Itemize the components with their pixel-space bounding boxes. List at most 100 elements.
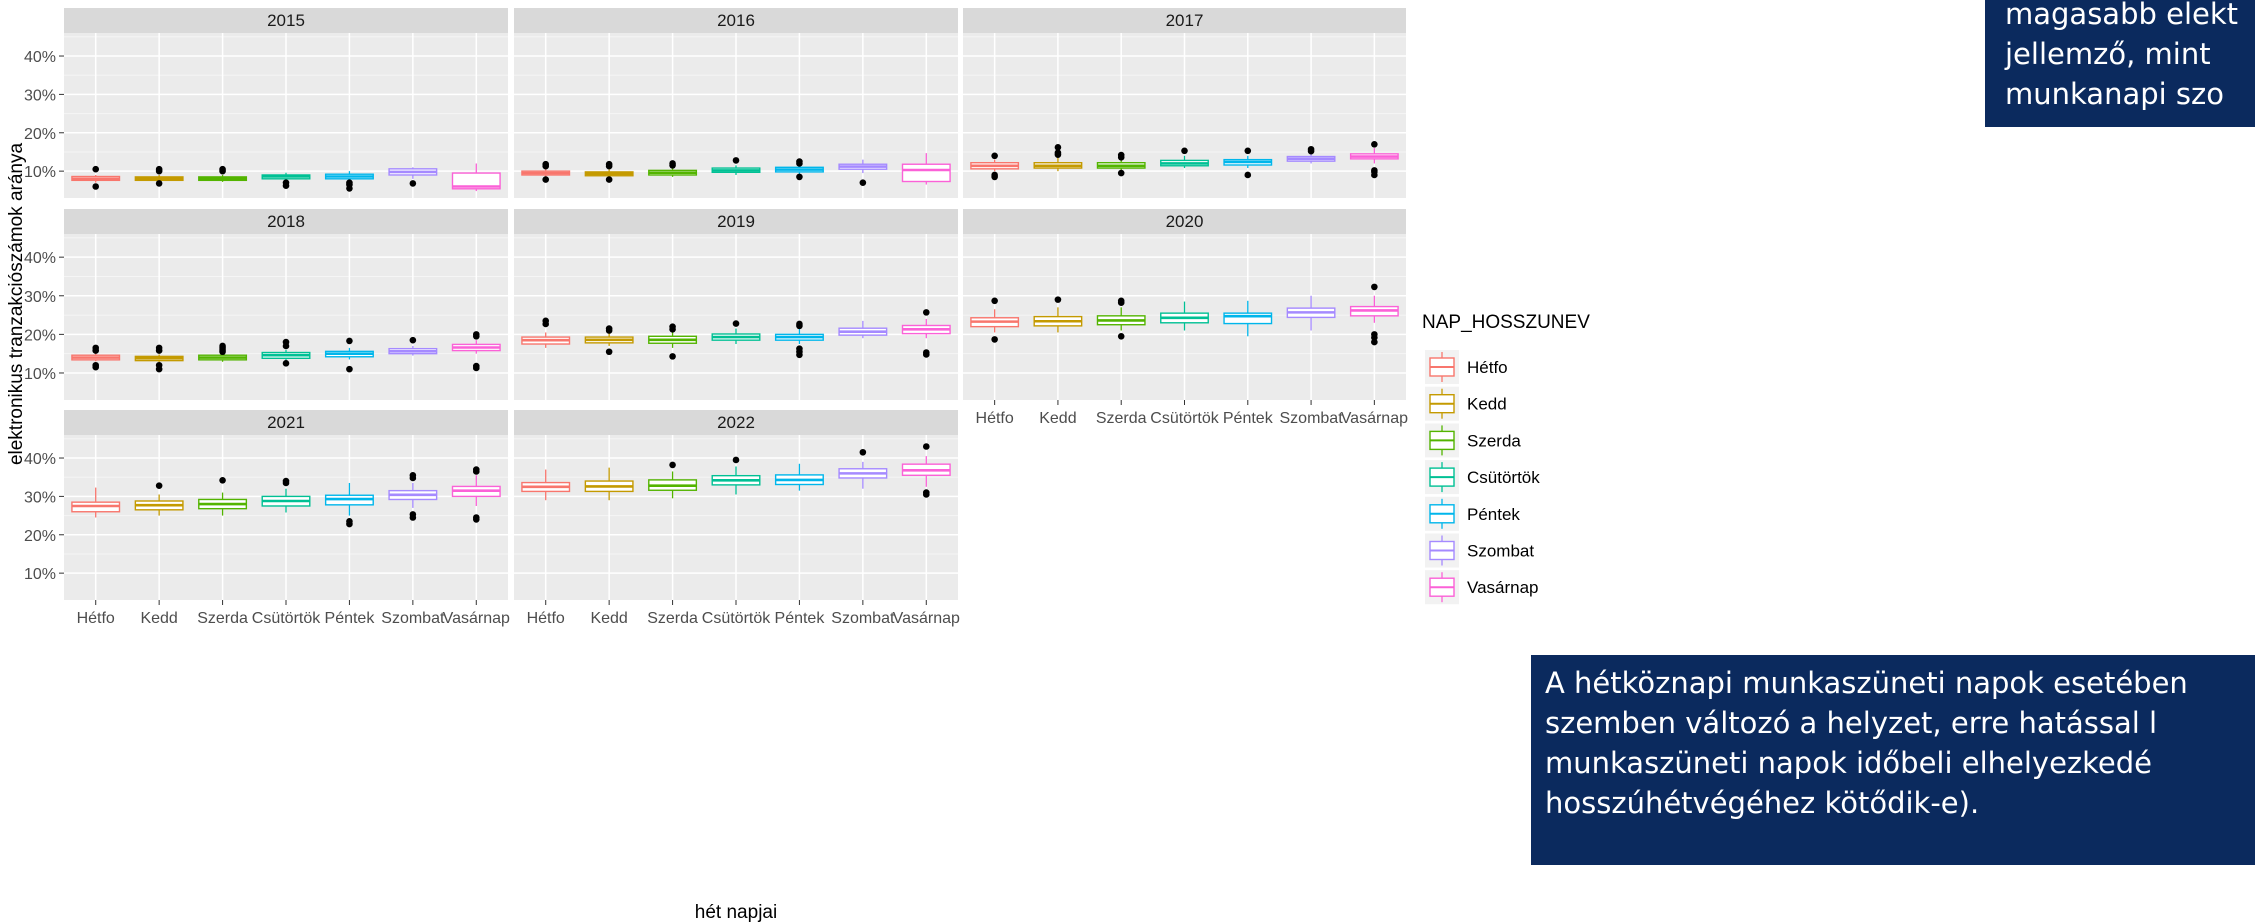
y-tick-label: 40% [24,49,56,66]
x-axis-title: hét napjai [695,902,777,923]
x-tick-label: Hétfo [527,610,565,627]
outlier-point [991,297,998,305]
outlier-point [542,162,550,170]
outlier-point [346,337,353,345]
outlier-point [542,176,550,183]
outlier-point [472,468,480,475]
outlier-point [991,152,998,160]
outlier-point [346,185,353,192]
outlier-point [155,365,163,373]
outlier-point [669,461,676,469]
outlier-point [732,157,740,164]
outlier-point [669,162,676,169]
x-tick-label: Kedd [140,610,177,627]
outlier-point [155,167,163,175]
outlier-point [605,162,613,170]
outlier-point [542,320,550,328]
outlier-point [796,173,803,181]
callout-top-line: magasabb elekt [2005,0,2239,31]
x-tick-label: Csütörtök [702,610,771,627]
outlier-point [1117,299,1125,307]
outlier-point [991,336,998,343]
outlier-point [155,347,163,354]
outlier-point [1054,144,1062,151]
outlier-point [92,165,100,173]
facet-label: 2020 [1166,212,1204,231]
y-tick-label: 30% [24,87,56,104]
outlier-point [409,474,417,482]
x-tick-label: Péntek [775,610,826,627]
x-tick-label: Vasárnap [1341,410,1408,427]
outlier-point [472,333,480,340]
outlier-point [1307,147,1315,155]
y-axis-title: elektronikus tranzakciószámok aránya [6,143,27,466]
outlier-point [1117,154,1125,161]
legend-label: Péntek [1467,505,1520,524]
legend-label: Szombat [1467,542,1534,561]
x-tick-label: Szombat [831,610,895,627]
outlier-point [346,520,353,528]
outlier-point [605,327,613,334]
outlier-point [922,443,930,450]
outlier-point [991,173,998,181]
x-tick-label: Szombat [1280,410,1344,427]
x-tick-label: Kedd [590,610,627,627]
outlier-point [1117,169,1125,177]
outlier-point [155,180,163,187]
facet-label: 2018 [267,212,305,231]
x-tick-label: Vasárnap [443,610,510,627]
outlier-point [219,476,226,484]
facet-label: 2017 [1166,11,1204,30]
outlier-point [922,309,930,316]
facet-strip [514,209,958,234]
x-tick-label: Vasárnap [893,610,960,627]
x-tick-label: Szerda [647,610,698,627]
y-tick-label: 20% [24,327,56,344]
outlier-point [282,360,290,367]
legend-label: Vasárnap [1467,578,1539,597]
box-iqr [1223,312,1273,325]
y-tick-label: 10% [24,566,56,583]
outlier-point [472,364,480,372]
facet-strip [963,8,1406,33]
outlier-point [669,326,676,333]
outlier-point [219,167,226,175]
legend-label: Szerda [1467,431,1521,450]
outlier-point [1371,338,1378,346]
x-tick-label: Hétfo [976,410,1014,427]
outlier-point [732,320,740,327]
facet-label: 2016 [717,11,755,30]
callout-bottom-line: munkaszüneti napok időbeli elhelyezkedé [1545,746,2153,780]
facet-strip [514,8,958,33]
outlier-point [155,482,163,489]
callout-bottom-line: szemben változó a helyzet, erre hatással… [1545,706,2158,740]
x-tick-label: Péntek [325,610,376,627]
facet-strip [64,209,508,234]
y-tick-label: 10% [24,366,56,383]
outlier-point [409,180,417,187]
legend-label: Csütörtök [1467,468,1540,487]
y-tick-label: 30% [24,489,56,506]
outlier-point [472,516,480,523]
x-tick-label: Szombat [381,610,445,627]
outlier-point [859,179,867,186]
y-tick-label: 20% [24,528,56,545]
outlier-point [282,182,290,190]
outlier-point [922,351,930,358]
outlier-point [1181,147,1188,155]
outlier-point [922,491,930,498]
outlier-point [1244,147,1252,155]
outlier-point [282,479,290,487]
y-tick-label: 40% [24,451,56,468]
outlier-point [219,348,226,356]
outlier-point [605,348,613,356]
outlier-point [92,183,100,190]
facet-label: 2019 [717,212,755,231]
outlier-point [1371,283,1378,291]
callout-bottom-line: hosszúhétvégéhez kötődik-e). [1545,786,1980,820]
outlier-point [409,336,417,344]
legend-label: Hétfo [1467,358,1508,377]
facet-strip [64,410,508,435]
facet-strip [514,410,958,435]
facet-strip [963,209,1406,234]
